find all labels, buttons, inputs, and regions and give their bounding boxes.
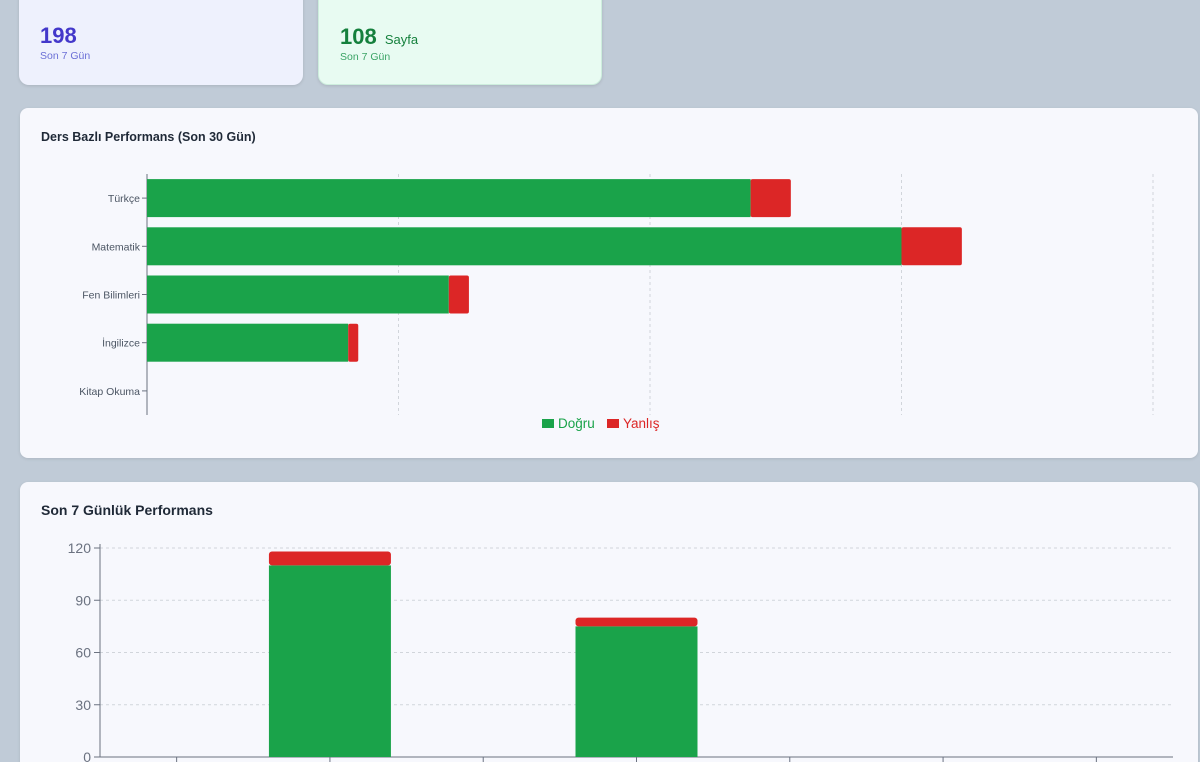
bar-wrong xyxy=(348,323,359,362)
bar-correct xyxy=(147,227,902,266)
subject-chart-title: Ders Bazlı Performans (Son 30 Gün) xyxy=(41,130,256,144)
bar-wrong xyxy=(448,275,469,314)
legend-correct-swatch xyxy=(542,419,554,428)
legend-wrong-label: Yanlış xyxy=(623,416,660,431)
subject-performance-chart: Türkçe Matematik Fen Bilimleri İngilizce Kit… xyxy=(79,174,1154,431)
questions-stat-card: 198 Son 7 Gün xyxy=(19,0,303,85)
bar-wrong xyxy=(750,179,791,218)
daily-performance-panel: Son 7 Günlük Performans 0 30 60 90 120 xyxy=(20,482,1198,762)
y-tick-label: 60 xyxy=(75,645,91,661)
bar-wrong xyxy=(901,227,962,266)
reading-stat-value: 108 Sayfa xyxy=(340,24,419,49)
bar-wrong xyxy=(268,551,391,566)
category-label: İngilizce xyxy=(102,337,140,350)
daily-performance-chart: 0 30 60 90 120 xyxy=(68,540,1173,762)
category-label: Türkçe xyxy=(108,193,140,205)
reading-stat-label: Son 7 Gün xyxy=(340,51,391,63)
bar-correct xyxy=(575,626,698,757)
y-tick-label: 120 xyxy=(68,540,92,556)
bar-correct xyxy=(147,275,449,314)
subject-performance-panel: Ders Bazlı Performans (Son 30 Gün) Türkç… xyxy=(20,108,1198,458)
questions-stat-value: 198 xyxy=(40,23,77,48)
category-label: Fen Bilimleri xyxy=(82,290,140,302)
reading-stat-unit: Sayfa xyxy=(384,32,419,47)
legend-correct-label: Doğru xyxy=(558,416,595,431)
category-label: Matematik xyxy=(92,241,141,253)
y-tick-label: 90 xyxy=(75,592,91,608)
bar-correct xyxy=(147,179,751,218)
legend-wrong-swatch xyxy=(607,419,619,428)
questions-stat-label: Son 7 Gün xyxy=(40,50,91,62)
bar-wrong xyxy=(575,617,698,627)
reading-stat-card: 108 Sayfa Son 7 Gün xyxy=(318,0,602,85)
bar-correct xyxy=(268,565,391,757)
bar-correct xyxy=(147,323,349,362)
category-label: Kitap Okuma xyxy=(79,386,140,398)
daily-chart-title: Son 7 Günlük Performans xyxy=(41,502,213,518)
y-tick-label: 0 xyxy=(83,749,91,762)
y-tick-label: 30 xyxy=(75,697,91,713)
